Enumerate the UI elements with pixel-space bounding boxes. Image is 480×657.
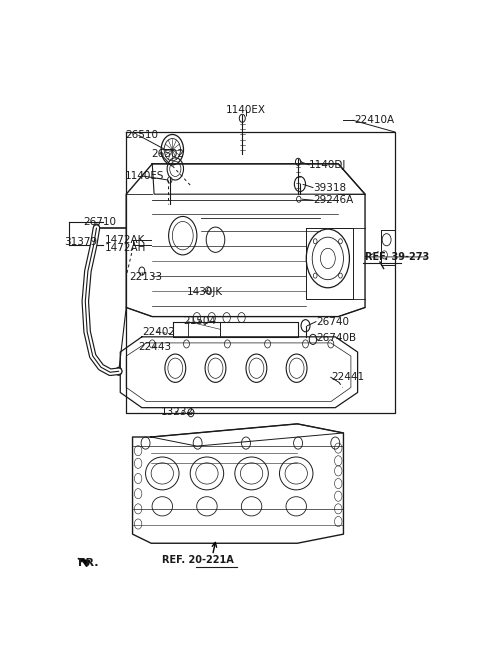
Text: 1140ES: 1140ES bbox=[125, 171, 165, 181]
Text: 21504: 21504 bbox=[183, 315, 216, 326]
Circle shape bbox=[116, 367, 122, 375]
Text: REF. 20-221A: REF. 20-221A bbox=[162, 555, 233, 566]
Text: 26710: 26710 bbox=[83, 217, 116, 227]
Text: 31379: 31379 bbox=[64, 237, 97, 247]
Text: 13232: 13232 bbox=[160, 407, 193, 417]
Text: 22443: 22443 bbox=[138, 342, 171, 352]
Text: 22133: 22133 bbox=[129, 272, 162, 282]
Circle shape bbox=[296, 158, 300, 166]
Circle shape bbox=[240, 114, 245, 122]
Text: 22441: 22441 bbox=[332, 373, 365, 382]
Text: 39318: 39318 bbox=[313, 183, 346, 193]
Text: 1430JK: 1430JK bbox=[186, 287, 223, 298]
Text: 29246A: 29246A bbox=[313, 195, 353, 205]
Text: 26502: 26502 bbox=[151, 148, 184, 159]
Text: 1472AK: 1472AK bbox=[105, 235, 145, 244]
Circle shape bbox=[168, 177, 172, 183]
Text: 26510: 26510 bbox=[125, 131, 158, 141]
Text: 1140DJ: 1140DJ bbox=[309, 160, 347, 170]
Text: 22402: 22402 bbox=[142, 327, 175, 337]
Text: 1140EX: 1140EX bbox=[226, 105, 266, 115]
Circle shape bbox=[94, 224, 99, 232]
Text: 1472AH: 1472AH bbox=[105, 243, 146, 253]
Text: 26740B: 26740B bbox=[317, 333, 357, 343]
Text: 26740: 26740 bbox=[317, 317, 349, 327]
Polygon shape bbox=[78, 558, 89, 564]
Text: REF. 39-273: REF. 39-273 bbox=[365, 252, 429, 262]
Text: 22410A: 22410A bbox=[354, 116, 394, 125]
Text: FR.: FR. bbox=[78, 558, 98, 568]
